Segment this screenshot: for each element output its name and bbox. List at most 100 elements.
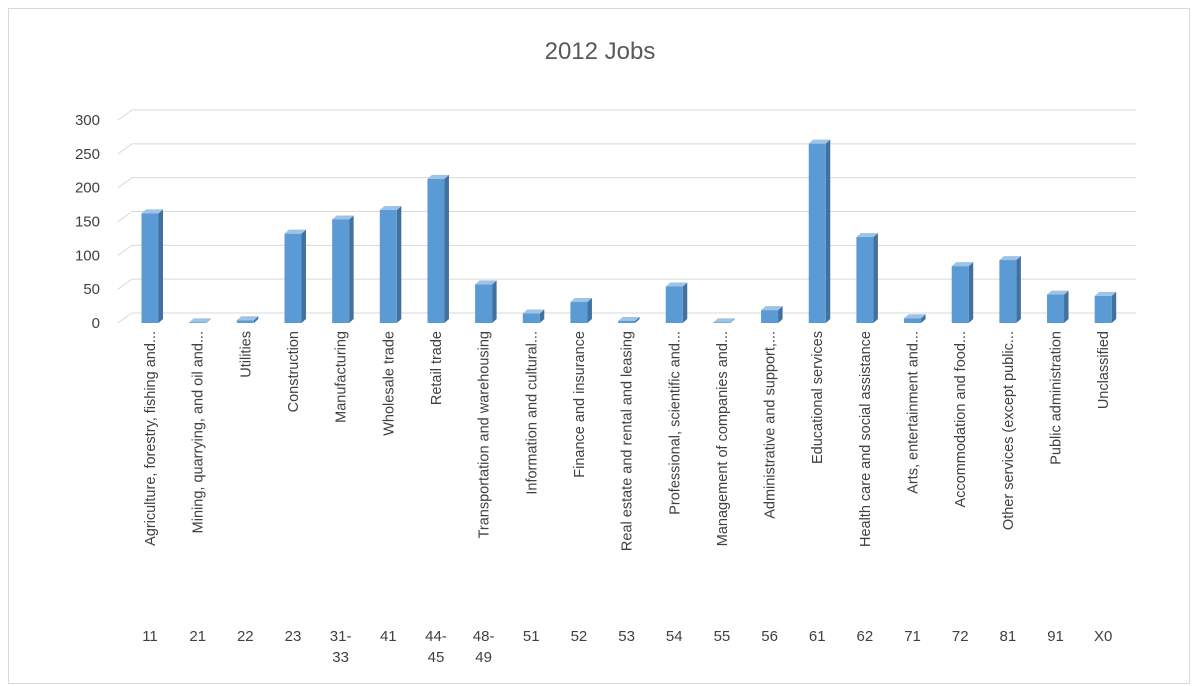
bar-side bbox=[921, 314, 926, 323]
bar-chart: 2012 Jobs 0 50 100 150 200 250 300 Agriculture… bbox=[75, 38, 1136, 666]
category-label: Professional, scientific and... bbox=[667, 331, 683, 515]
bar-side bbox=[968, 262, 974, 323]
bar-top bbox=[1094, 291, 1117, 296]
category-code: 21 bbox=[189, 628, 206, 645]
bar-top bbox=[808, 139, 831, 144]
bar bbox=[284, 229, 306, 323]
bar bbox=[570, 298, 592, 323]
y-tick-label: 200 bbox=[75, 180, 100, 197]
gridline-300 bbox=[117, 109, 1136, 121]
category-label: Utilities bbox=[238, 331, 254, 378]
y-tick-label: 300 bbox=[75, 112, 100, 129]
category-label: Wholesale trade bbox=[381, 331, 397, 436]
category-code: 11 bbox=[142, 628, 158, 645]
bar-front bbox=[332, 219, 350, 323]
bar-side bbox=[1111, 291, 1117, 323]
category-code: 48- bbox=[473, 628, 495, 645]
category-label: Transportation and warehousing bbox=[477, 331, 493, 538]
bar-side bbox=[539, 309, 545, 323]
bar-side bbox=[635, 316, 640, 323]
bar-front bbox=[379, 209, 397, 323]
bar bbox=[618, 316, 640, 323]
bar bbox=[808, 139, 831, 323]
gridlines bbox=[117, 109, 1136, 324]
bar-side bbox=[301, 229, 306, 323]
bar bbox=[999, 256, 1021, 323]
bar-top bbox=[951, 262, 974, 267]
bar-side bbox=[492, 280, 497, 323]
bar-side bbox=[825, 139, 831, 323]
bar bbox=[332, 215, 354, 323]
category-code: 45 bbox=[428, 649, 445, 666]
bar-front bbox=[904, 318, 922, 323]
y-axis: 0 50 100 150 200 250 300 bbox=[75, 112, 100, 332]
category-code: 72 bbox=[952, 628, 969, 645]
bar-side bbox=[349, 215, 354, 323]
bar-front bbox=[856, 237, 874, 323]
bar bbox=[904, 314, 926, 323]
bar-side bbox=[444, 174, 449, 323]
category-code: 33 bbox=[332, 649, 349, 666]
y-tick-label: 250 bbox=[75, 146, 100, 163]
category-code: 44- bbox=[425, 628, 447, 645]
bar-front bbox=[427, 178, 445, 323]
category-label: Management of companies and... bbox=[715, 331, 731, 546]
bar-side bbox=[682, 282, 688, 323]
bar-side bbox=[206, 318, 211, 323]
bar-front bbox=[570, 302, 588, 323]
bar bbox=[189, 318, 211, 323]
category-label: Real estate and rental and leasing bbox=[620, 331, 636, 551]
category-code: 54 bbox=[666, 628, 683, 645]
bar-top bbox=[713, 318, 735, 323]
category-label: Finance and insurance bbox=[572, 331, 588, 478]
bar bbox=[1047, 290, 1069, 323]
bar bbox=[522, 309, 545, 323]
category-code: 23 bbox=[285, 628, 302, 645]
bar-top bbox=[1047, 290, 1069, 295]
gridline-250 bbox=[117, 143, 1136, 155]
bar bbox=[236, 316, 259, 323]
category-label: Health care and social assistance bbox=[858, 331, 874, 547]
category-code: 51 bbox=[523, 628, 540, 645]
category-label: Accommodation and food... bbox=[953, 331, 969, 508]
y-tick-label: 100 bbox=[75, 247, 100, 264]
y-tick-label: 50 bbox=[83, 281, 100, 298]
bar-top bbox=[522, 309, 545, 314]
category-codes: 11 21 22 23 31- 33 41 44- 45 48- 49 51 52 53 54 55 56 61 6… bbox=[142, 628, 1112, 666]
bar-front bbox=[665, 286, 683, 323]
bar-front bbox=[141, 213, 159, 323]
bar bbox=[713, 318, 735, 323]
bar-front bbox=[1047, 294, 1065, 323]
bar-top bbox=[999, 256, 1021, 261]
bar-top bbox=[189, 318, 211, 323]
category-label: Public administration bbox=[1049, 331, 1065, 465]
bar-top bbox=[332, 215, 354, 220]
bar-top bbox=[379, 205, 402, 210]
bar-front bbox=[618, 320, 636, 323]
bar-side bbox=[873, 233, 878, 323]
bar-top bbox=[475, 280, 497, 285]
category-code: 52 bbox=[571, 628, 588, 645]
bar-front bbox=[522, 313, 540, 323]
category-labels: Agriculture, forestry, fishing and... Min… bbox=[143, 331, 1112, 551]
category-code: 41 bbox=[380, 628, 397, 645]
category-label: Agriculture, forestry, fishing and... bbox=[143, 331, 159, 546]
bar-top bbox=[427, 174, 449, 179]
category-label: Other services (except public... bbox=[1001, 331, 1017, 530]
bar-front bbox=[1094, 295, 1112, 323]
bar bbox=[427, 174, 449, 323]
bar-side bbox=[1016, 256, 1021, 323]
category-label: Retail trade bbox=[429, 331, 445, 405]
bar-side bbox=[730, 318, 735, 323]
bar-front bbox=[475, 284, 493, 323]
bar-front bbox=[951, 266, 969, 323]
bar bbox=[951, 262, 974, 323]
bar-side bbox=[253, 316, 259, 323]
bar-top bbox=[856, 233, 878, 238]
bar bbox=[665, 282, 688, 323]
category-code: 22 bbox=[237, 628, 254, 645]
gridline-50 bbox=[117, 278, 1136, 290]
bar-side bbox=[778, 306, 783, 323]
y-tick-label: 150 bbox=[75, 214, 100, 231]
bar-top bbox=[570, 298, 592, 303]
